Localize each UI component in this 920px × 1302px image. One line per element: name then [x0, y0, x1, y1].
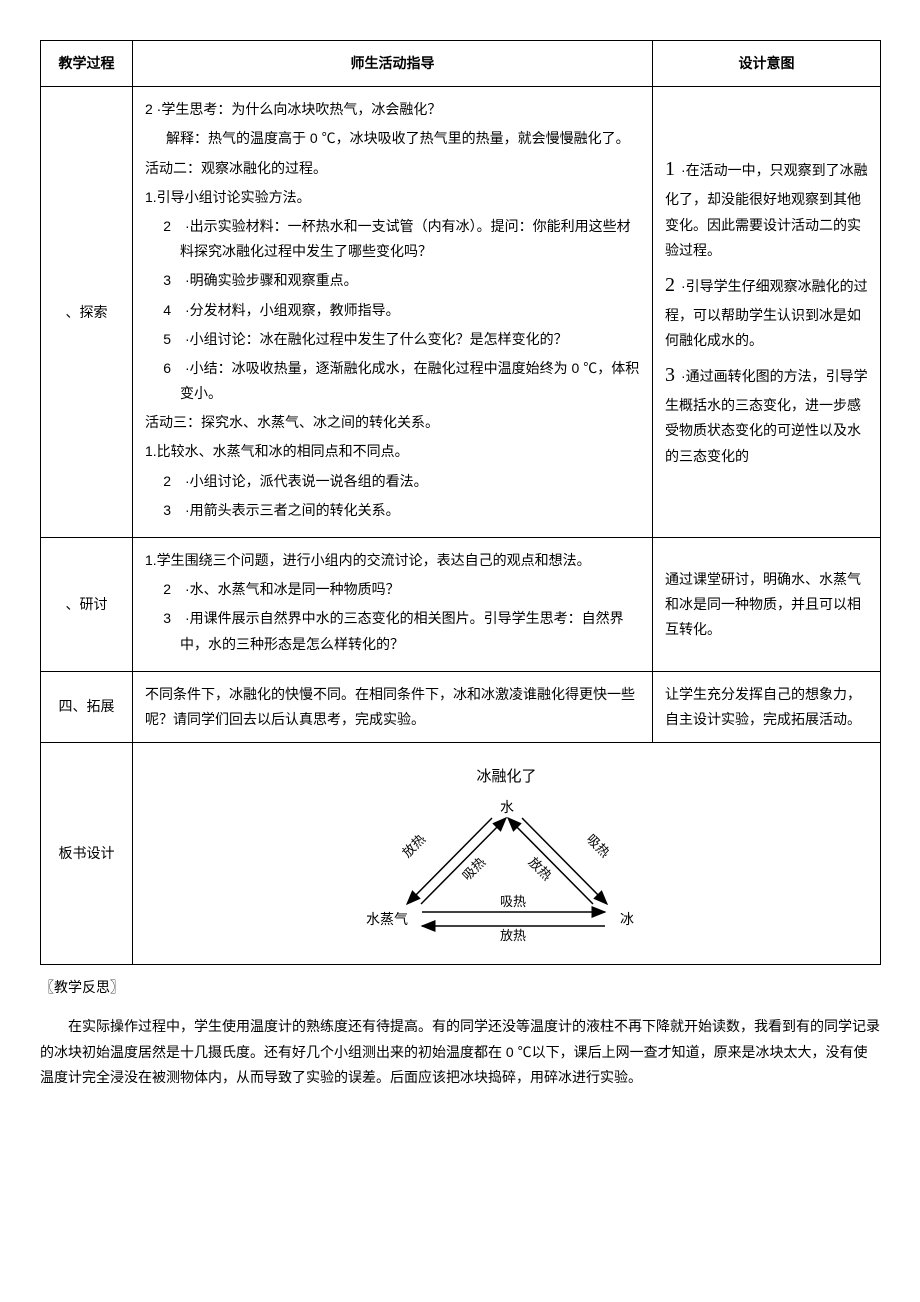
txt: ·水、水蒸气和冰是同一种物质吗？: [185, 581, 400, 597]
num: 6: [163, 360, 171, 376]
explore-intent: 1·在活动一中，只观察到了冰融化了，却没能很好地观察到其他变化。因此需要设计活动…: [653, 87, 881, 538]
reflection-title: 〖教学反思〗: [40, 975, 880, 1000]
lbl-release-3: 放热: [499, 928, 525, 943]
row-discuss: 、研讨 1.学生围绕三个问题，进行小组内的交流讨论，表达自己的观点和想法。 2 …: [41, 538, 881, 672]
discuss-s1: 1.学生围绕三个问题，进行小组内的交流讨论，表达自己的观点和想法。: [145, 548, 640, 573]
act2-s2: 2 ·出示实验材料：一杯热水和一支试管（内有冰）。提问：你能利用这些材料探究冰融…: [145, 214, 640, 264]
lbl-release-1: 放热: [399, 831, 428, 860]
num: 5: [163, 331, 171, 347]
label-discuss: 、研讨: [41, 538, 133, 672]
discuss-activities: 1.学生围绕三个问题，进行小组内的交流讨论，表达自己的观点和想法。 2 ·水、水…: [133, 538, 653, 672]
row-extend: 四、拓展 不同条件下，冰融化的快慢不同。在相同条件下，冰和冰激凌谁融化得更快一些…: [41, 671, 881, 742]
num: 2: [163, 473, 171, 489]
discuss-s3: 3 ·用课件展示自然界中水的三态变化的相关图片。引导学生思考：自然界中，水的三种…: [145, 606, 640, 656]
big-num-1: 1: [665, 158, 675, 180]
lbl-absorb-3: 吸热: [499, 894, 525, 909]
act3-s3: 3 ·用箭头表示三者之间的转化关系。: [145, 498, 640, 523]
act3-s2: 2 ·小组讨论，派代表说一说各组的看法。: [145, 469, 640, 494]
extend-intent: 让学生充分发挥自己的想象力，自主设计实验，完成拓展活动。: [653, 671, 881, 742]
q2: 2 ·学生思考：为什么向冰块吹热气，冰会融化？: [145, 97, 640, 122]
txt: ·用箭头表示三者之间的转化关系。: [185, 502, 400, 518]
board-diagram: 冰融化了 水 水蒸气 冰 放热 吸热: [145, 753, 868, 954]
txt: ·用课件展示自然界中水的三态变化的相关图片。引导学生思考：自然界中，水的三种形态…: [180, 610, 624, 651]
txt: ·分发材料，小组观察，教师指导。: [185, 302, 400, 318]
discuss-s2: 2 ·水、水蒸气和冰是同一种物质吗？: [145, 577, 640, 602]
row-board: 板书设计 冰融化了 水 水蒸气 冰 放热: [41, 743, 881, 965]
num: 3: [163, 502, 171, 518]
state-diagram-svg: 水 水蒸气 冰 放热 吸热 吸热 放热 吸热: [327, 794, 687, 944]
label-board: 板书设计: [41, 743, 133, 965]
num: 3: [163, 610, 171, 626]
extend-activity: 不同条件下，冰融化的快慢不同。在相同条件下，冰和冰激凌谁融化得更快一些呢？请同学…: [133, 671, 653, 742]
txt: ·明确实验步骤和观察重点。: [185, 272, 358, 288]
diagram-title: 冰融化了: [145, 763, 868, 790]
header-activity: 师生活动指导: [133, 41, 653, 87]
num: 3: [163, 272, 171, 288]
big-num-3: 3: [665, 364, 675, 386]
txt: ·小结：冰吸收热量，逐渐融化成水，在融化过程中温度始终为 0 ℃，体积变小。: [180, 360, 639, 401]
intent-2: 2·引导学生仔细观察冰融化的过程，可以帮助学生认识到冰是如何融化成水的。: [665, 267, 868, 353]
node-water: 水: [500, 800, 514, 816]
act2-s4: 4 ·分发材料，小组观察，教师指导。: [145, 298, 640, 323]
header-process: 教学过程: [41, 41, 133, 87]
txt: ·小组讨论：冰在融化过程中发生了什么变化？是怎样变化的？: [185, 331, 568, 347]
act3-s1: 1.比较水、水蒸气和冰的相同点和不同点。: [145, 439, 640, 464]
intent-1: 1·在活动一中，只观察到了冰融化了，却没能很好地观察到其他变化。因此需要设计活动…: [665, 151, 868, 263]
act2-s1: 1.引导小组讨论实验方法。: [145, 185, 640, 210]
row-explore: 、探索 2 ·学生思考：为什么向冰块吹热气，冰会融化？ 解释：热气的温度高于 0…: [41, 87, 881, 538]
header-intent: 设计意图: [653, 41, 881, 87]
lbl-absorb-1: 吸热: [459, 854, 488, 883]
explore-activities: 2 ·学生思考：为什么向冰块吹热气，冰会融化？ 解释：热气的温度高于 0 ℃，冰…: [133, 87, 653, 538]
label-explore: 、探索: [41, 87, 133, 538]
num: 4: [163, 302, 171, 318]
node-ice: 冰: [620, 912, 634, 928]
big-num-2: 2: [665, 274, 675, 296]
act2-s6: 6 ·小结：冰吸收热量，逐渐融化成水，在融化过程中温度始终为 0 ℃，体积变小。: [145, 356, 640, 406]
node-vapor: 水蒸气: [366, 912, 408, 928]
num: 2: [163, 581, 171, 597]
act2-title: 活动二：观察冰融化的过程。: [145, 156, 640, 181]
q2-explain: 解释：热气的温度高于 0 ℃，冰块吸收了热气里的热量，就会慢慢融化了。: [145, 126, 640, 151]
intent-3-text: ·通过画转化图的方法，引导学生概括水的三态变化，进一步感受物质状态变化的可逆性以…: [665, 368, 868, 463]
act3-title: 活动三：探究水、水蒸气、冰之间的转化关系。: [145, 410, 640, 435]
act2-s5: 5 ·小组讨论：冰在融化过程中发生了什么变化？是怎样变化的？: [145, 327, 640, 352]
reflection-body: 在实际操作过程中，学生使用温度计的熟练度还有待提高。有的同学还没等温度计的液柱不…: [40, 1014, 880, 1090]
table-header-row: 教学过程 师生活动指导 设计意图: [41, 41, 881, 87]
intent-2-text: ·引导学生仔细观察冰融化的过程，可以帮助学生认识到冰是如何融化成水的。: [665, 278, 868, 348]
txt: ·出示实验材料：一杯热水和一支试管（内有冰）。提问：你能利用这些材料探究冰融化过…: [180, 218, 631, 259]
discuss-intent: 通过课堂研讨，明确水、水蒸气和冰是同一种物质，并且可以相互转化。: [653, 538, 881, 672]
label-extend: 四、拓展: [41, 671, 133, 742]
intent-1-text: ·在活动一中，只观察到了冰融化了，却没能很好地观察到其他变化。因此需要设计活动二…: [665, 162, 868, 257]
txt: ·小组讨论，派代表说一说各组的看法。: [185, 473, 428, 489]
intent-3: 3·通过画转化图的方法，引导学生概括水的三态变化，进一步感受物质状态变化的可逆性…: [665, 357, 868, 469]
board-content: 冰融化了 水 水蒸气 冰 放热 吸热: [133, 743, 881, 965]
lbl-absorb-2: 吸热: [583, 831, 612, 860]
lesson-table: 教学过程 师生活动指导 设计意图 、探索 2 ·学生思考：为什么向冰块吹热气，冰…: [40, 40, 881, 965]
lbl-release-2: 放热: [525, 854, 554, 883]
page-root: 教学过程 师生活动指导 设计意图 、探索 2 ·学生思考：为什么向冰块吹热气，冰…: [40, 40, 880, 1090]
act2-s3: 3 ·明确实验步骤和观察重点。: [145, 268, 640, 293]
num: 2: [163, 218, 171, 234]
